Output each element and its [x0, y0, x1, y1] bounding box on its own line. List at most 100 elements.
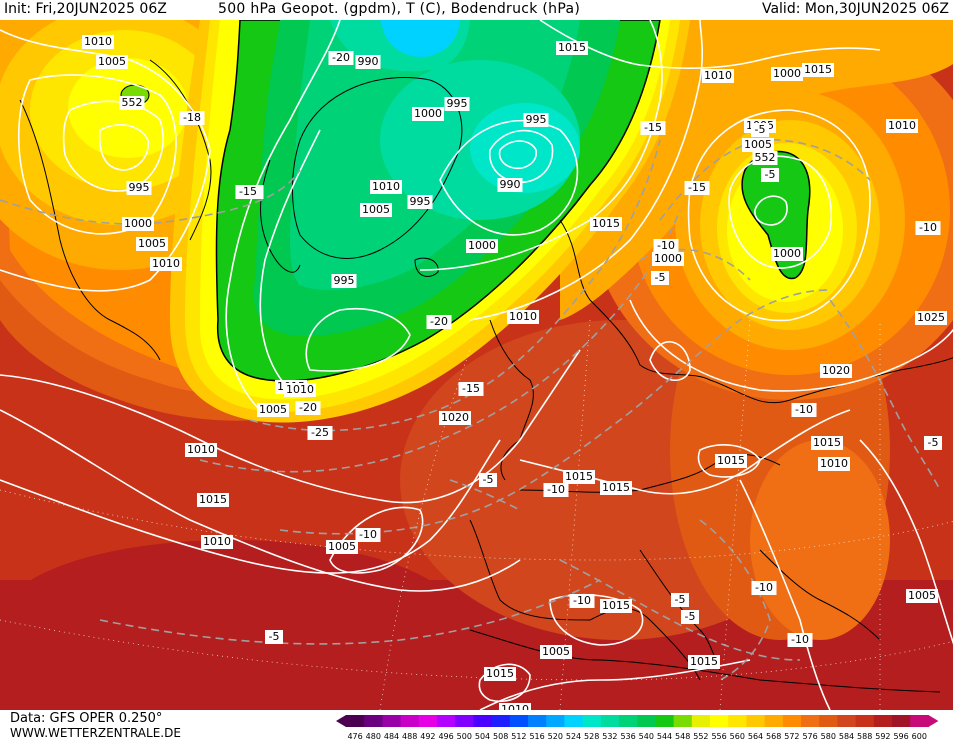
pressure-label-bg: [439, 411, 471, 425]
east-low-core: [741, 150, 811, 280]
scale-tick-label: 504: [475, 732, 490, 741]
pressure-label-text: 552: [122, 96, 143, 109]
temperature-label-text: -5: [675, 593, 686, 606]
temperature-label-bg: [791, 403, 817, 417]
pressure-label: 1010: [150, 257, 182, 271]
pressure-label: 1000: [771, 247, 803, 261]
isotherm-minus10-east: [699, 519, 771, 681]
pressure-label-text: 1005: [328, 540, 356, 553]
scale-tick-label: 508: [493, 732, 508, 741]
temperature-label: -10: [751, 581, 777, 595]
temperature-label-text: -18: [183, 111, 201, 124]
pressure-label: 1000: [412, 107, 444, 121]
data-source-label: Data: GFS OPER 0.250°: [10, 711, 163, 726]
scale-tick-label: 488: [402, 732, 417, 741]
temperature-label-bg: [684, 181, 710, 195]
pressure-label-text: 1020: [441, 411, 469, 424]
temperature-label: -5: [751, 123, 769, 137]
temperature-label-text: -10: [359, 528, 377, 541]
pressure-label-text: 1005: [908, 589, 936, 602]
isobar-1015-iberia: [549, 594, 644, 646]
pressure-label: 995: [331, 274, 357, 288]
scale-swatch: [382, 715, 402, 727]
scale-swatch: [728, 715, 747, 727]
temperature-label-text: -25: [311, 426, 329, 439]
isobar-985-east: [498, 140, 537, 170]
pressure-label-bg: [906, 589, 938, 603]
pressure-label-text: 1015: [602, 481, 630, 494]
chart-header: Init: Fri,20JUN2025 06Z 500 hPa Geopot. …: [0, 0, 959, 20]
pressure-label-bg: [820, 364, 852, 378]
temperature-label-bg: [307, 426, 333, 440]
pressure-label-bg: [82, 35, 114, 49]
isotherm-minus10: [279, 289, 831, 535]
pressure-label: 995: [444, 97, 470, 111]
scale-tick-label: 576: [802, 732, 817, 741]
temperature-label-bg: [328, 51, 354, 65]
pressure-label-bg: [407, 195, 433, 209]
temperature-label-bg: [426, 315, 452, 329]
isobar-1000-east: [419, 20, 663, 271]
scale-swatch: [400, 715, 420, 727]
isobar-1015-alps: [697, 444, 761, 478]
graticule-meridian-2: [559, 319, 591, 710]
scale-swatch: [473, 715, 493, 727]
pressure-label-bg: [197, 493, 229, 507]
temperature-label-bg: [651, 271, 669, 285]
pressure-label-bg: [466, 239, 498, 253]
pressure-label-bg: [600, 481, 632, 495]
pressure-labels: 1010100555299510001005101099010159951000…: [82, 35, 947, 710]
scale-swatch: [418, 715, 438, 727]
scale-swatch: [437, 715, 456, 727]
pressure-label: 552: [752, 151, 778, 165]
scale-tick-label: 552: [693, 732, 708, 741]
scale-tick-label: 496: [438, 732, 453, 741]
pressure-label-bg: [499, 703, 531, 710]
chart-footer: Data: GFS OPER 0.250° WWW.WETTERZENTRALE…: [0, 710, 959, 741]
trough-536: [470, 103, 580, 193]
pressure-label: 1010: [702, 69, 734, 83]
temperature-label-bg: [681, 610, 699, 624]
pressure-label-text: 1015: [813, 436, 841, 449]
scale-tick-label: 564: [748, 732, 763, 741]
isobar-990-nw: [99, 124, 150, 171]
scale-tick-label: 568: [766, 732, 781, 741]
pressure-label: 995: [523, 113, 549, 127]
scale-swatch: [782, 715, 802, 727]
isobar-1010-east: [469, 20, 703, 321]
scandinavia-coast: [559, 219, 953, 404]
temperature-label: -5: [671, 593, 689, 607]
color-scale-ticks: 476 480 484 488 492 496 500 504 508 512 516 520 524 5…: [347, 732, 926, 741]
pressure-label-text: 1015: [199, 493, 227, 506]
pressure-label: 1010: [201, 535, 233, 549]
pressure-label-bg: [497, 178, 523, 192]
iberia-coast: [469, 519, 701, 681]
temperature-label: -10: [569, 594, 595, 608]
pressure-label-text: 1000: [654, 252, 682, 265]
pressure-label-text: 1015: [558, 41, 586, 54]
pressure-label-bg: [331, 274, 357, 288]
pressure-label-bg: [360, 203, 392, 217]
scale-tick-label: 500: [457, 732, 472, 741]
pressure-label-text: 1015: [592, 217, 620, 230]
pressure-label-text: 1015: [717, 454, 745, 467]
pressure-label-text: 995: [447, 97, 468, 110]
scale-swatch: [346, 715, 365, 727]
isobar-1010-east-outer: [629, 299, 953, 392]
temperature-label-bg: [543, 483, 569, 497]
pressure-label-bg: [201, 535, 233, 549]
scale-swatch: [892, 715, 911, 727]
scale-tick-label: 556: [711, 732, 726, 741]
pressure-label-text: 1010: [888, 119, 916, 132]
temperature-label-bg: [295, 401, 321, 415]
pressure-label-text: 1010: [203, 535, 231, 548]
temperature-label-bg: [751, 123, 769, 137]
pressure-label-text: 1010: [509, 310, 537, 323]
pressure-label-bg: [444, 97, 470, 111]
temperature-label-bg: [179, 111, 205, 125]
pressure-label: 1010: [507, 310, 539, 324]
scale-swatch: [855, 715, 875, 727]
graticule-parallel-1: [0, 489, 953, 561]
scale-tick-label: 584: [839, 732, 854, 741]
pressure-label-text: 1000: [773, 247, 801, 260]
